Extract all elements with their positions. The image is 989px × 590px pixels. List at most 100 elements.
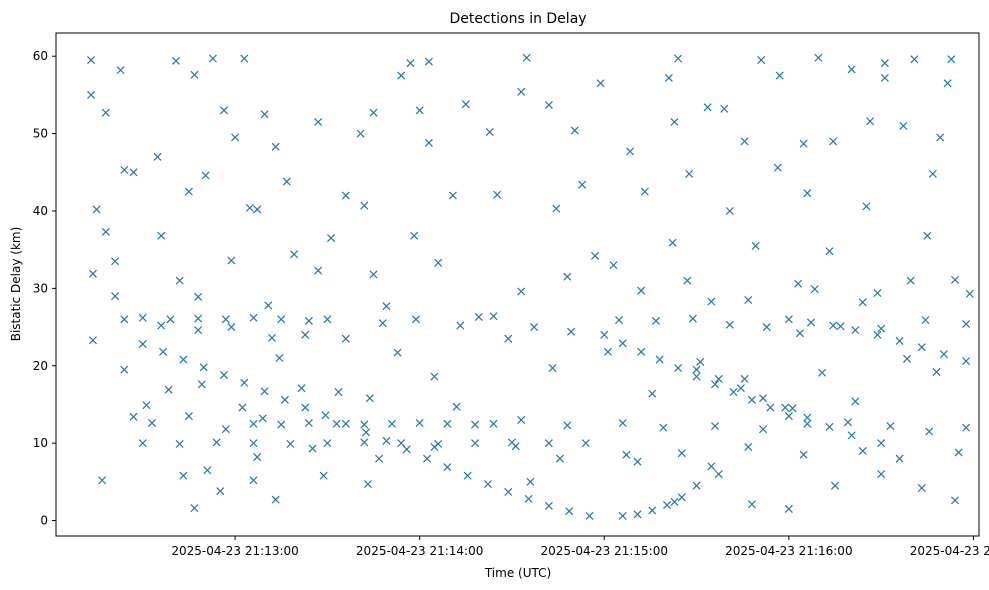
data-point xyxy=(795,329,804,338)
data-point xyxy=(663,501,672,510)
data-point xyxy=(277,420,286,429)
data-point xyxy=(443,419,452,428)
data-point xyxy=(677,493,686,502)
data-point xyxy=(184,187,193,196)
data-point xyxy=(199,363,208,372)
data-point xyxy=(323,439,332,448)
data-point xyxy=(633,457,642,466)
data-point xyxy=(238,403,247,412)
data-point xyxy=(260,110,269,119)
data-point xyxy=(803,413,812,422)
data-point xyxy=(430,442,439,452)
data-point xyxy=(197,380,206,389)
data-point xyxy=(648,389,657,398)
y-axis-label: Bistatic Delay (km) xyxy=(9,227,23,342)
x-tick-label: 2025-04-23 21:13:00 xyxy=(171,544,298,558)
data-point xyxy=(633,510,642,519)
data-point xyxy=(184,412,193,421)
data-point xyxy=(936,133,945,142)
data-point xyxy=(157,231,166,240)
data-point xyxy=(424,57,433,66)
data-point xyxy=(818,368,827,377)
data-point xyxy=(179,471,188,480)
data-point xyxy=(517,87,526,96)
data-point xyxy=(563,421,572,430)
data-point xyxy=(784,315,793,324)
data-point xyxy=(965,289,974,298)
data-point xyxy=(159,347,168,356)
data-point xyxy=(637,347,646,356)
data-point xyxy=(522,53,531,62)
data-point xyxy=(651,316,660,325)
data-point xyxy=(751,241,760,250)
data-point xyxy=(88,269,97,278)
data-point xyxy=(375,454,384,463)
data-point xyxy=(683,276,692,285)
data-point xyxy=(240,378,249,387)
data-point xyxy=(950,496,960,505)
data-point xyxy=(524,494,533,503)
data-point xyxy=(511,442,520,451)
data-point xyxy=(858,446,867,455)
data-point xyxy=(271,142,280,151)
data-point xyxy=(120,315,129,324)
data-point xyxy=(249,439,258,448)
data-point xyxy=(474,312,483,322)
data-point xyxy=(221,425,230,434)
data-point xyxy=(932,367,941,376)
data-point xyxy=(585,511,594,520)
data-point xyxy=(397,71,406,80)
data-point xyxy=(688,314,697,323)
data-point xyxy=(138,340,147,349)
data-point xyxy=(829,321,838,330)
data-point xyxy=(406,59,415,68)
data-point xyxy=(784,504,793,513)
data-point xyxy=(637,286,646,295)
data-point xyxy=(603,347,612,356)
data-point xyxy=(142,401,151,410)
data-point xyxy=(544,100,553,109)
data-point xyxy=(825,247,834,256)
data-point xyxy=(87,90,96,99)
data-point xyxy=(720,104,729,113)
data-point xyxy=(670,497,679,506)
data-point xyxy=(544,501,553,510)
data-point xyxy=(703,103,712,112)
data-point xyxy=(203,466,212,475)
data-point xyxy=(304,418,313,428)
data-point xyxy=(591,251,600,260)
data-point xyxy=(781,403,790,412)
data-point xyxy=(219,371,229,380)
data-point xyxy=(171,56,181,65)
data-point xyxy=(618,339,627,348)
y-tick-label: 20 xyxy=(33,359,48,373)
data-point xyxy=(906,276,915,285)
data-point xyxy=(596,79,605,88)
data-point xyxy=(327,234,336,243)
data-point xyxy=(947,55,956,64)
data-point xyxy=(424,138,433,147)
data-point xyxy=(227,256,236,265)
data-point xyxy=(895,454,904,463)
data-point xyxy=(548,364,557,373)
data-point xyxy=(714,374,723,383)
data-point xyxy=(609,261,618,270)
data-point xyxy=(814,53,823,62)
data-point xyxy=(387,419,396,428)
data-point xyxy=(799,139,808,148)
data-point xyxy=(120,365,129,374)
data-point xyxy=(674,364,683,373)
data-point xyxy=(360,420,369,429)
data-point xyxy=(862,202,871,211)
data-point xyxy=(356,129,365,138)
data-point xyxy=(260,387,269,396)
data-point xyxy=(526,477,535,486)
chart-title: Detections in Delay xyxy=(449,11,586,27)
data-point xyxy=(847,431,856,440)
data-point xyxy=(886,422,895,431)
data-point xyxy=(489,419,498,428)
data-point xyxy=(873,330,882,339)
data-point xyxy=(253,205,262,214)
data-point xyxy=(129,412,138,421)
data-point xyxy=(415,418,424,428)
